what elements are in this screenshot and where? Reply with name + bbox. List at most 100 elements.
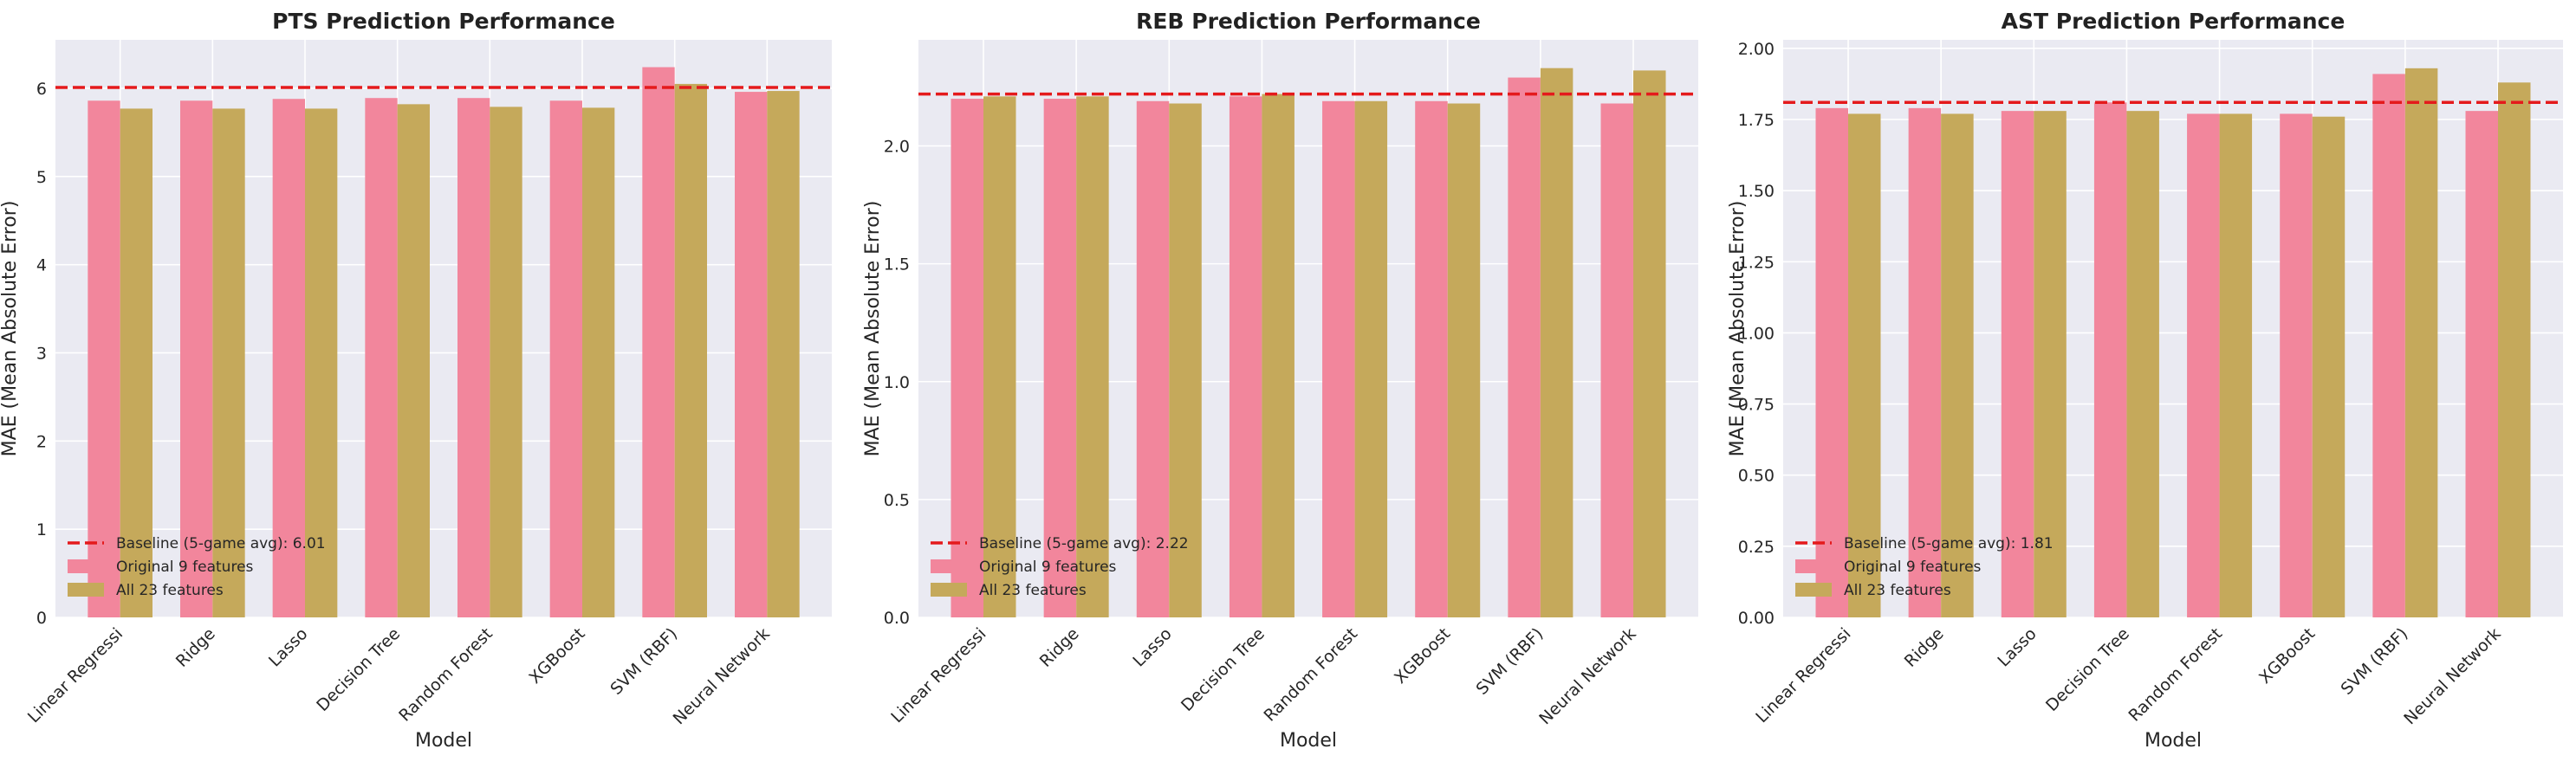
chart-panel-3: 0.00 0.25 0.50 0.75 1.00 1.25 1.50 1.75 2.00 Line… xyxy=(1727,9,2563,752)
bar-original-4 xyxy=(2093,102,2127,618)
legend-baseline-label: Baseline (5-game avg): 2.22 xyxy=(979,535,1189,552)
x-tick-label: Decision Tree xyxy=(2042,624,2133,715)
bar-original-7 xyxy=(2372,74,2405,617)
legend-all-label: All 23 features xyxy=(979,582,1087,599)
y-tick-label: 1.50 xyxy=(1738,182,1775,201)
bar-original-8 xyxy=(735,92,768,617)
y-tick-label: 3 xyxy=(36,345,47,364)
legend: Baseline (5-game avg): 6.01 Original 9 fe… xyxy=(68,535,326,599)
bar-all-2 xyxy=(212,108,245,617)
x-tick-label: Linear Regressi xyxy=(887,624,990,726)
bar-original-6 xyxy=(549,100,582,618)
x-axis-label: Model xyxy=(2145,730,2202,752)
bar-original-1 xyxy=(1815,107,1848,618)
bar-original-7 xyxy=(1508,77,1541,617)
x-tick-label: Ridge xyxy=(1901,624,1948,671)
bar-original-2 xyxy=(180,100,213,618)
chart-panel-1: 0 1 2 3 4 5 6 Linear Regressi Ridge Lasso Decision… xyxy=(0,9,832,752)
x-tick-label: Lasso xyxy=(1129,624,1175,670)
bar-original-3 xyxy=(2001,111,2034,618)
y-tick-label: 0.25 xyxy=(1738,538,1775,557)
legend-original-label: Original 9 features xyxy=(116,559,254,576)
bar-all-1 xyxy=(120,108,152,617)
bar-original-6 xyxy=(2280,113,2313,617)
x-tick-label: Ridge xyxy=(172,624,219,671)
legend: Baseline (5-game avg): 1.81 Original 9 fe… xyxy=(1795,535,2054,599)
bar-all-7 xyxy=(674,83,707,618)
y-tick-label: 0.50 xyxy=(1738,467,1775,486)
plot-area xyxy=(1783,40,2563,617)
legend: Baseline (5-game avg): 2.22 Original 9 fe… xyxy=(931,535,1189,599)
x-tick-label: Neural Network xyxy=(1535,624,1639,728)
x-tick-label: Ridge xyxy=(1036,624,1083,671)
x-tick-label: Linear Regressi xyxy=(1752,624,1854,726)
legend-baseline-label: Baseline (5-game avg): 6.01 xyxy=(116,535,326,552)
bar-all-7 xyxy=(1540,68,1574,618)
chart-title: REB Prediction Performance xyxy=(1136,9,1481,34)
bar-original-6 xyxy=(1415,100,1448,617)
chart-title: PTS Prediction Performance xyxy=(272,9,615,34)
y-tick-label: 0 xyxy=(36,609,47,628)
bar-original-5 xyxy=(457,98,490,617)
bar-all-1 xyxy=(983,96,1016,618)
bar-all-8 xyxy=(767,91,800,617)
bar-original-5 xyxy=(1322,100,1355,617)
y-tick-label: 0.00 xyxy=(1738,609,1775,628)
bar-all-4 xyxy=(397,104,430,617)
y-tick-label: 6 xyxy=(36,80,47,99)
x-tick-label: Neural Network xyxy=(670,624,774,728)
x-tick-label: XGBoost xyxy=(1391,624,1454,688)
legend-original-swatch xyxy=(68,559,104,573)
bar-all-3 xyxy=(1169,103,1202,618)
bar-original-7 xyxy=(642,67,675,618)
legend-all-swatch xyxy=(1795,583,1832,597)
x-tick-label: Lasso xyxy=(1994,624,2040,670)
bar-all-5 xyxy=(1354,100,1388,617)
y-axis-label: MAE (Mean Absolute Error) xyxy=(1727,201,1749,457)
bar-all-2 xyxy=(1076,96,1109,618)
y-tick-label: 1.0 xyxy=(884,373,910,392)
plot-area xyxy=(918,40,1698,617)
y-tick-label: 1.75 xyxy=(1738,111,1775,130)
bar-original-8 xyxy=(1600,103,1633,618)
bar-all-8 xyxy=(1633,70,1666,617)
bar-original-1 xyxy=(951,99,983,618)
x-tick-label: Random Forest xyxy=(2125,624,2226,726)
x-tick-label: Decision Tree xyxy=(1178,624,1269,715)
bar-all-5 xyxy=(490,107,522,618)
bar-all-2 xyxy=(1941,113,1974,617)
x-axis-label: Model xyxy=(415,730,472,752)
y-tick-label: 2 xyxy=(36,432,47,451)
y-tick-label: 1.00 xyxy=(1738,324,1775,343)
legend-original-swatch xyxy=(931,559,967,573)
bar-original-8 xyxy=(2465,111,2498,618)
legend-all-label: All 23 features xyxy=(1844,582,1951,599)
bar-original-4 xyxy=(1229,96,1262,618)
bar-original-3 xyxy=(1136,100,1170,617)
y-tick-label: 1 xyxy=(36,520,47,539)
x-tick-label: Random Forest xyxy=(1260,624,1361,726)
x-tick-label: Lasso xyxy=(265,624,311,670)
bar-all-8 xyxy=(2498,82,2531,618)
x-tick-label: XGBoost xyxy=(525,624,588,688)
plot-area xyxy=(55,40,832,617)
legend-original-label: Original 9 features xyxy=(1844,559,1982,576)
bar-original-4 xyxy=(365,98,398,617)
x-tick-label: SVM (RBF) xyxy=(2337,624,2411,699)
bar-all-7 xyxy=(2404,68,2438,618)
x-tick-label: XGBoost xyxy=(2255,624,2319,688)
y-tick-label: 2.0 xyxy=(884,138,910,157)
bar-all-1 xyxy=(1848,113,1881,617)
legend-all-swatch xyxy=(68,583,104,597)
legend-all-label: All 23 features xyxy=(116,582,224,599)
bar-all-6 xyxy=(2312,116,2346,617)
legend-original-swatch xyxy=(1795,559,1832,573)
bar-all-5 xyxy=(2219,113,2253,617)
bar-original-3 xyxy=(272,99,305,617)
bar-all-6 xyxy=(582,107,615,617)
x-tick-label: Decision Tree xyxy=(313,624,404,715)
bar-all-4 xyxy=(2126,111,2159,618)
bar-all-3 xyxy=(305,108,338,617)
y-axis-label: MAE (Mean Absolute Error) xyxy=(0,201,21,457)
bar-original-2 xyxy=(1908,107,1942,618)
